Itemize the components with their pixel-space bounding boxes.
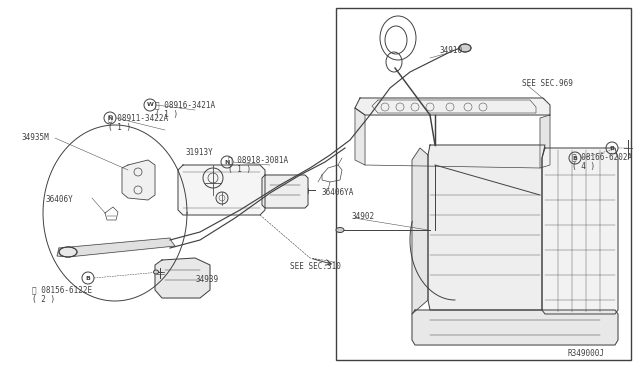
Polygon shape (355, 98, 550, 115)
Text: Ⓑ 08156-6122E
( 2 ): Ⓑ 08156-6122E ( 2 ) (32, 285, 92, 304)
Text: Ⓑ 08166-6202A
( 4 ): Ⓑ 08166-6202A ( 4 ) (572, 152, 632, 171)
Text: B: B (86, 276, 90, 280)
Text: B: B (573, 155, 577, 160)
Ellipse shape (336, 228, 344, 232)
Polygon shape (262, 175, 308, 208)
Polygon shape (540, 115, 550, 168)
Polygon shape (178, 165, 265, 215)
Polygon shape (155, 258, 210, 298)
Text: Ⓦ 08916-3421A
( 1 ): Ⓦ 08916-3421A ( 1 ) (155, 100, 215, 119)
Text: R349000J: R349000J (567, 349, 604, 358)
Text: SEE SEC.969: SEE SEC.969 (522, 79, 573, 88)
Ellipse shape (154, 270, 159, 274)
Text: 34939: 34939 (195, 275, 218, 284)
Text: N: N (224, 160, 230, 164)
Polygon shape (542, 148, 618, 314)
Text: 36406Y: 36406Y (45, 195, 73, 204)
Text: 34935M: 34935M (22, 133, 50, 142)
Text: N: N (108, 115, 113, 121)
Polygon shape (355, 108, 365, 165)
Text: 34910: 34910 (440, 46, 463, 55)
Ellipse shape (59, 247, 77, 257)
Ellipse shape (459, 44, 471, 52)
Text: B: B (609, 145, 614, 151)
Text: Ⓝ 08918-3081A
( 1 ): Ⓝ 08918-3081A ( 1 ) (228, 155, 288, 174)
Text: 31913Y: 31913Y (185, 148, 212, 157)
Polygon shape (412, 148, 428, 314)
Polygon shape (57, 238, 175, 257)
Text: Ⓝ 08911-3422A
( 1 ): Ⓝ 08911-3422A ( 1 ) (108, 113, 168, 132)
Text: W: W (147, 103, 154, 108)
Text: 34902: 34902 (352, 212, 375, 221)
Text: 36406YA: 36406YA (322, 188, 355, 197)
Bar (336, 8, 631, 360)
Polygon shape (412, 310, 618, 345)
Polygon shape (428, 145, 545, 310)
Text: SEE SEC.310: SEE SEC.310 (290, 262, 341, 271)
Polygon shape (122, 160, 155, 200)
